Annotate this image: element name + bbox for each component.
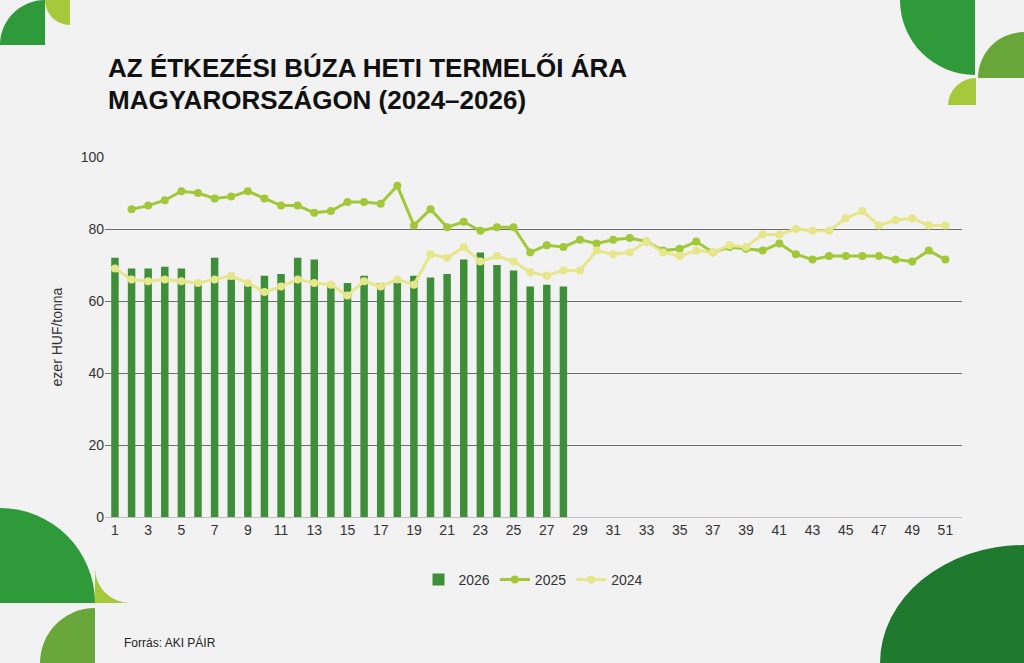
svg-text:2026: 2026 [459, 572, 490, 588]
svg-text:39: 39 [738, 522, 754, 538]
html-text:AZ ÉTKEZÉSI BÚZA HETI TERMELŐI: AZ ÉTKEZÉSI BÚZA HETI TERMELŐI ÁRA MAGYA… [108, 53, 627, 115]
svg-text:15: 15 [340, 522, 356, 538]
svg-text:9: 9 [244, 522, 252, 538]
svg-text:0: 0 [96, 509, 104, 525]
svg-text:1: 1 [111, 522, 119, 538]
svg-text:49: 49 [904, 522, 920, 538]
svg-text:51: 51 [938, 522, 954, 538]
svg-text:11: 11 [274, 522, 289, 538]
svg-text:80: 80 [88, 221, 104, 237]
svg-text:21: 21 [439, 522, 455, 538]
svg-text:43: 43 [805, 522, 821, 538]
svg-text:3: 3 [144, 522, 152, 538]
svg-text:41: 41 [772, 522, 788, 538]
html-text:Forrás: AKI PÁIR: Forrás: AKI PÁIR [124, 636, 216, 650]
svg-text:5: 5 [178, 522, 186, 538]
svg-text:27: 27 [539, 522, 555, 538]
svg-text:29: 29 [572, 522, 588, 538]
svg-text:40: 40 [88, 365, 104, 381]
svg-text:60: 60 [88, 293, 104, 309]
svg-text:100: 100 [81, 149, 105, 165]
svg-text:ezer HUF/tonna: ezer HUF/tonna [49, 287, 65, 386]
svg-text:35: 35 [672, 522, 688, 538]
svg-text:2024: 2024 [611, 572, 642, 588]
svg-text:7: 7 [211, 522, 219, 538]
svg-text:13: 13 [306, 522, 322, 538]
svg-text:19: 19 [406, 522, 422, 538]
svg-text:31: 31 [605, 522, 621, 538]
svg-text:37: 37 [705, 522, 721, 538]
svg-text:20: 20 [88, 437, 104, 453]
svg-text:25: 25 [506, 522, 522, 538]
svg-text:47: 47 [871, 522, 887, 538]
svg-text:23: 23 [473, 522, 489, 538]
svg-text:2025: 2025 [535, 572, 566, 588]
svg-text:45: 45 [838, 522, 854, 538]
svg-text:33: 33 [639, 522, 655, 538]
svg-text:17: 17 [373, 522, 389, 538]
